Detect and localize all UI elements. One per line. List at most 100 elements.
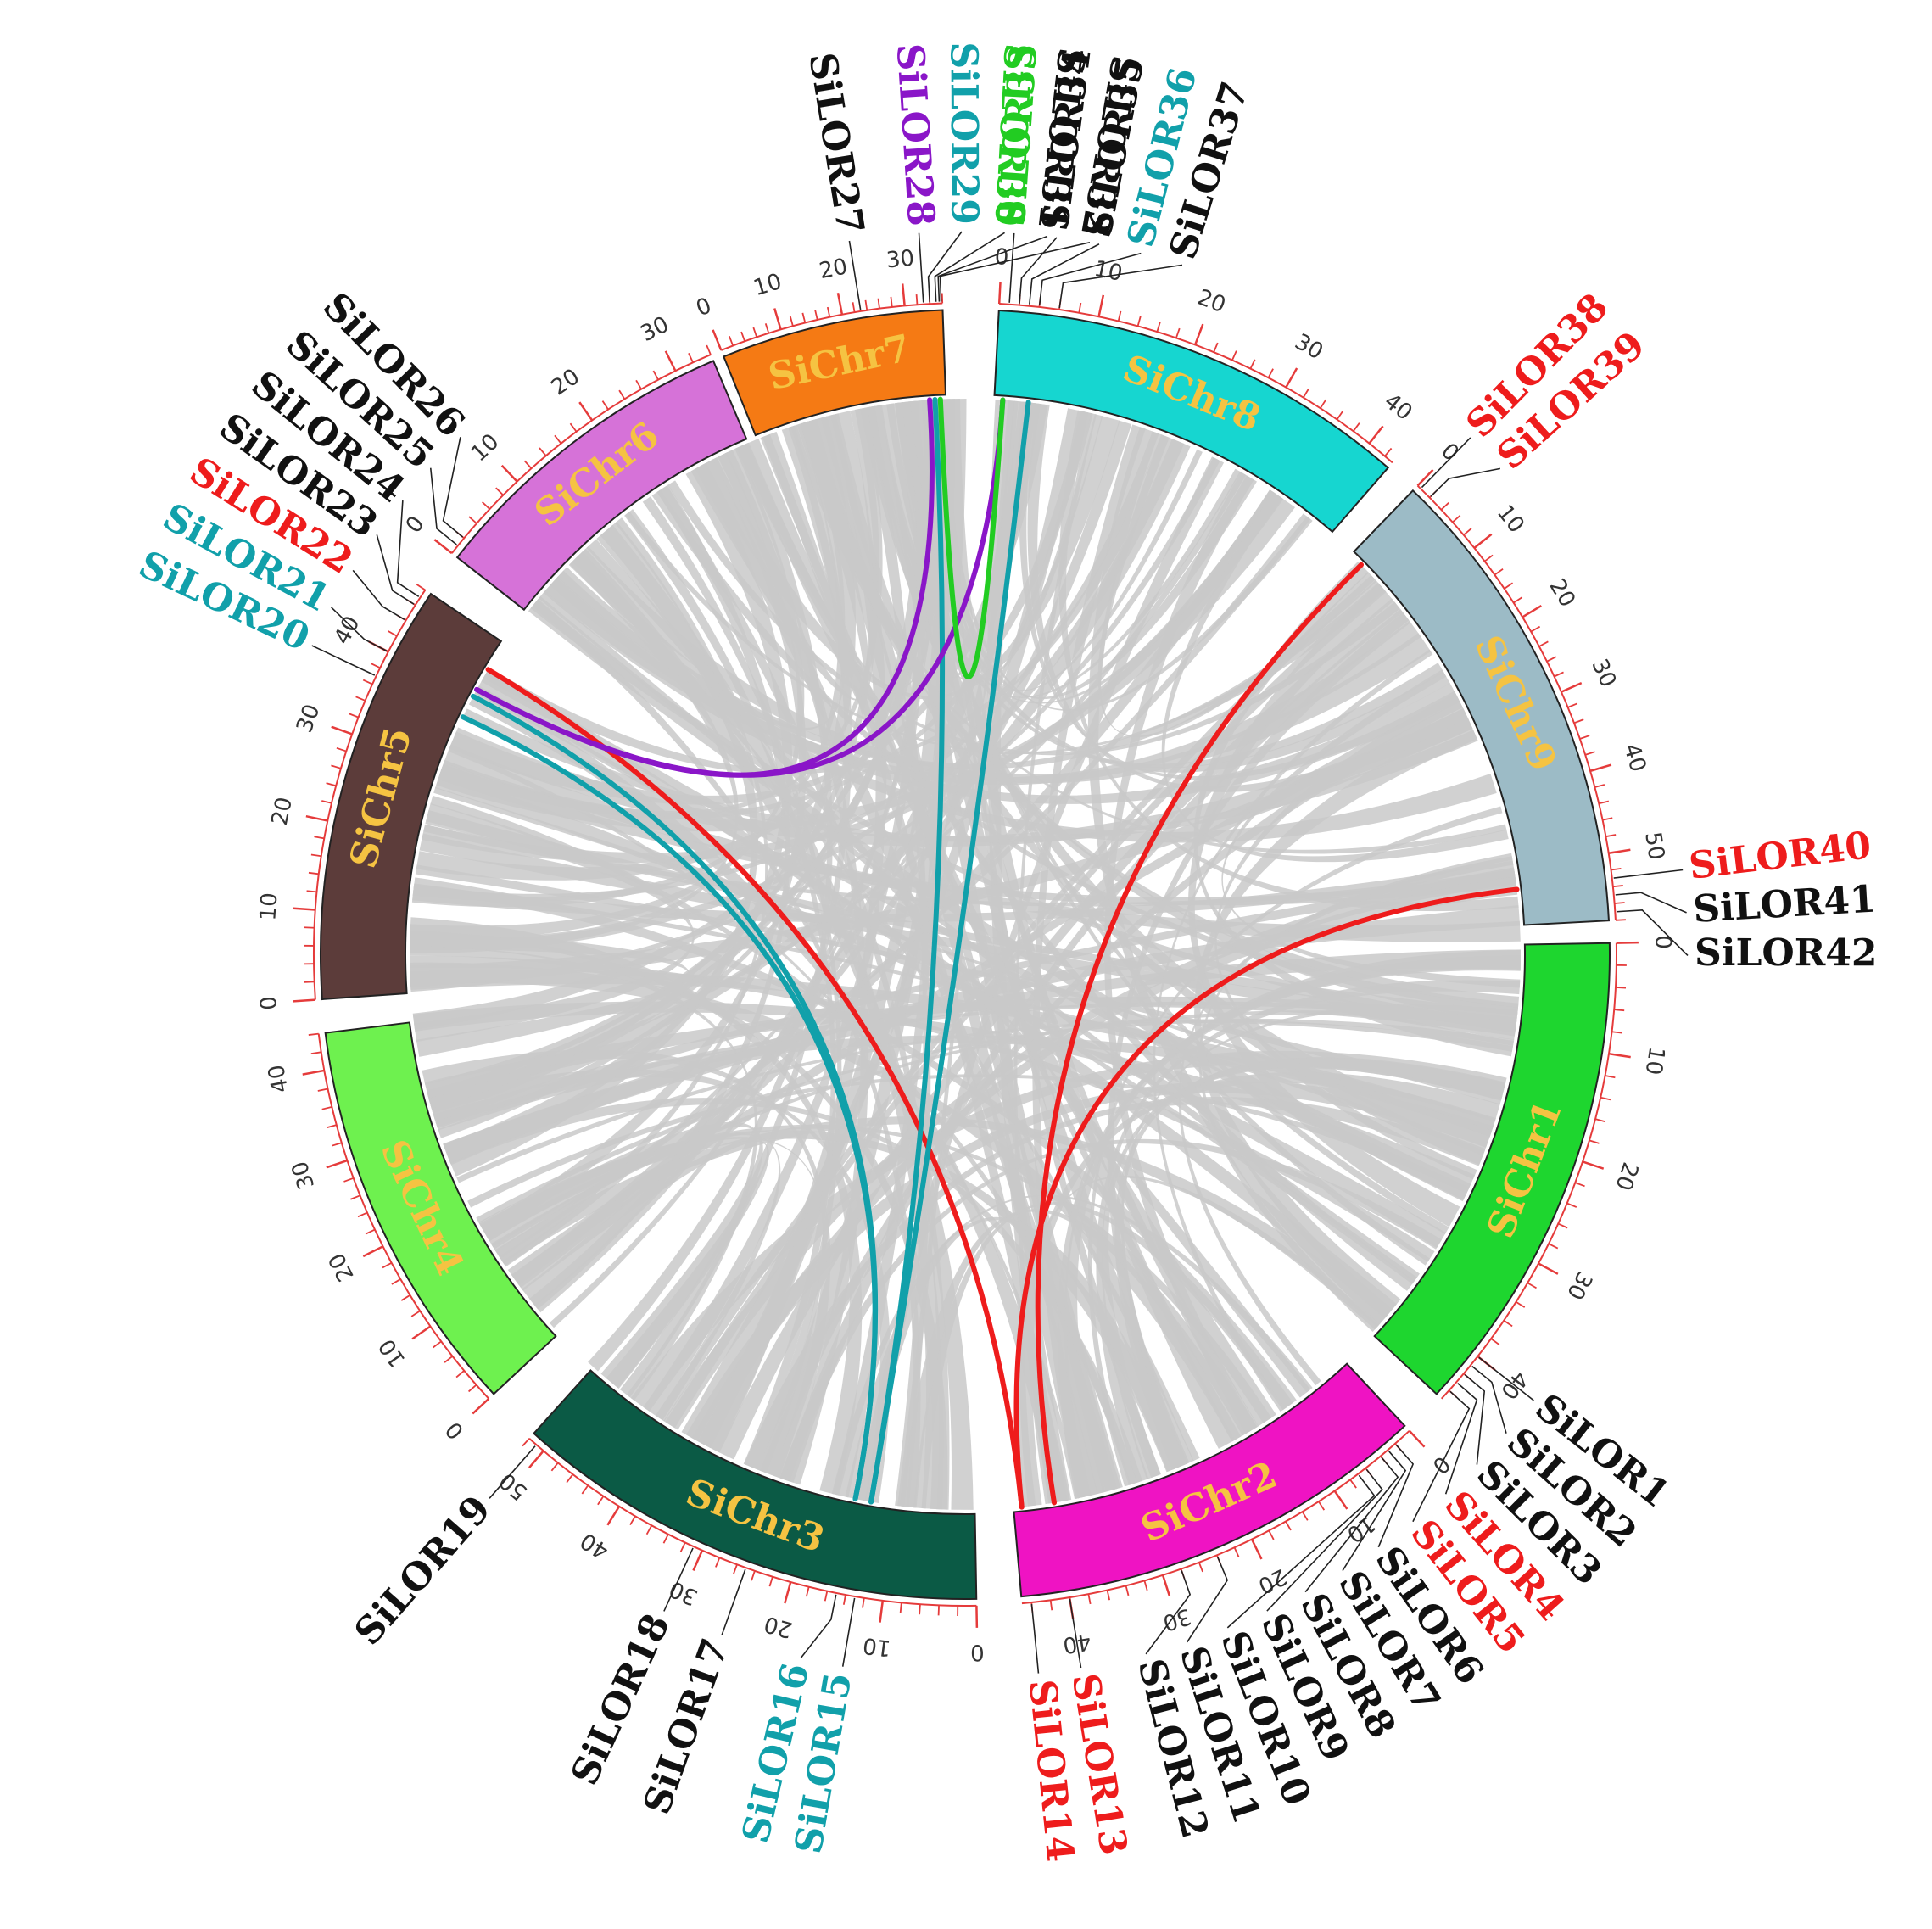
tick-mark <box>1558 1224 1567 1228</box>
tick-mark <box>729 336 733 345</box>
tick-mark <box>1286 368 1297 388</box>
tick-mark <box>751 1571 755 1580</box>
tick-mark <box>570 423 576 432</box>
tick-mark <box>555 435 561 443</box>
tick-mark <box>901 1602 902 1613</box>
tick-mark <box>388 631 396 636</box>
tick-mark <box>1441 503 1449 510</box>
tick-label: 0 <box>1650 935 1675 949</box>
tick-mark <box>1531 627 1539 632</box>
tick-mark <box>321 801 332 803</box>
tick-mark <box>444 1356 452 1362</box>
tick-mark <box>322 1107 332 1110</box>
tick-mark <box>1337 411 1343 420</box>
tick-mark <box>769 1577 773 1586</box>
tick-mark <box>1595 1119 1605 1121</box>
tick-label: 0 <box>256 995 282 1011</box>
tick-label: 30 <box>637 312 673 348</box>
tick-mark <box>1514 597 1522 602</box>
tick-mark <box>1585 752 1594 755</box>
tick-mark <box>1088 1594 1090 1604</box>
tick-mark <box>1354 423 1360 432</box>
tick-mark <box>713 330 722 350</box>
gene-leader-line <box>843 1598 855 1667</box>
tick-label: 40 <box>264 1063 293 1095</box>
tick-mark <box>327 1125 337 1127</box>
tick-label: 30 <box>1290 329 1327 365</box>
gene-leader-line <box>801 1595 836 1658</box>
tick-mark <box>363 680 372 685</box>
tick-mark <box>815 310 818 320</box>
tick-mark <box>1269 1530 1274 1540</box>
tick-mark <box>1051 1600 1053 1610</box>
tick-mark <box>311 1052 321 1054</box>
tick-mark <box>496 488 504 495</box>
tick-mark <box>363 1246 382 1256</box>
tick-mark <box>825 1591 828 1602</box>
tick-mark <box>902 283 904 305</box>
tick-mark <box>366 1230 375 1234</box>
tick-mark <box>828 307 829 317</box>
gene-label: SiLOR41 <box>1692 878 1877 931</box>
tick-mark <box>304 981 315 982</box>
tick-mark <box>647 1525 652 1535</box>
tick-label: 10 <box>374 1334 411 1371</box>
tick-mark <box>1304 389 1309 397</box>
tick-mark <box>853 302 855 312</box>
tick-mark <box>753 327 757 337</box>
tick-mark <box>880 1601 883 1623</box>
tick-mark <box>1286 1522 1291 1530</box>
tick-mark <box>1410 1431 1425 1447</box>
tick-mark <box>802 313 805 323</box>
tick-label: 10 <box>466 429 505 467</box>
tick-label: 20 <box>547 364 584 401</box>
tick-mark <box>774 308 780 329</box>
tick-mark <box>1126 1585 1129 1596</box>
tick-label: 30 <box>1561 1267 1597 1304</box>
tick-mark <box>666 351 676 371</box>
tick-mark <box>1232 351 1237 361</box>
gene-leader-line <box>1187 1557 1227 1642</box>
tick-label: 0 <box>970 1639 985 1664</box>
tick-mark <box>919 1604 920 1614</box>
tick-mark <box>1235 1547 1239 1557</box>
tick-mark <box>1522 606 1541 617</box>
tick-mark <box>785 1582 790 1603</box>
tick-mark <box>1494 569 1503 575</box>
tick-mark <box>343 1178 353 1182</box>
tick-mark <box>318 1088 328 1090</box>
tick-mark <box>1504 1321 1512 1327</box>
tick-mark <box>716 1557 720 1567</box>
tick-label: 30 <box>666 1575 701 1610</box>
tick-label: 0 <box>994 244 1009 271</box>
tick-label: 10 <box>862 1632 893 1661</box>
gene-leader-line <box>941 243 1090 302</box>
tick-mark <box>349 713 358 717</box>
tick-mark <box>392 1279 400 1284</box>
gene-leader-line <box>353 570 405 619</box>
tick-mark <box>1614 1009 1624 1010</box>
tick-mark <box>579 402 592 420</box>
tick-mark <box>734 1564 737 1574</box>
tick-mark <box>1319 1501 1325 1510</box>
tick-mark <box>999 282 1000 304</box>
tick-mark <box>1605 835 1616 836</box>
tick-mark <box>416 584 425 590</box>
tick-mark <box>469 1385 477 1392</box>
tick-label: 20 <box>1544 574 1580 612</box>
tick-mark <box>1611 869 1622 870</box>
tick-mark <box>1616 987 1626 988</box>
tick-mark <box>863 1598 864 1608</box>
tick-mark <box>865 300 867 310</box>
tick-mark <box>582 1485 588 1494</box>
gene-label: SiLOR27 <box>800 50 872 238</box>
tick-mark <box>766 323 769 333</box>
tick-label: 0 <box>693 293 716 322</box>
tick-mark <box>1163 1575 1170 1596</box>
tick-mark <box>1370 426 1383 443</box>
tick-mark <box>1580 735 1589 739</box>
tick-mark <box>1485 555 1494 561</box>
tick-mark <box>327 783 337 786</box>
tick-mark <box>332 1143 341 1145</box>
